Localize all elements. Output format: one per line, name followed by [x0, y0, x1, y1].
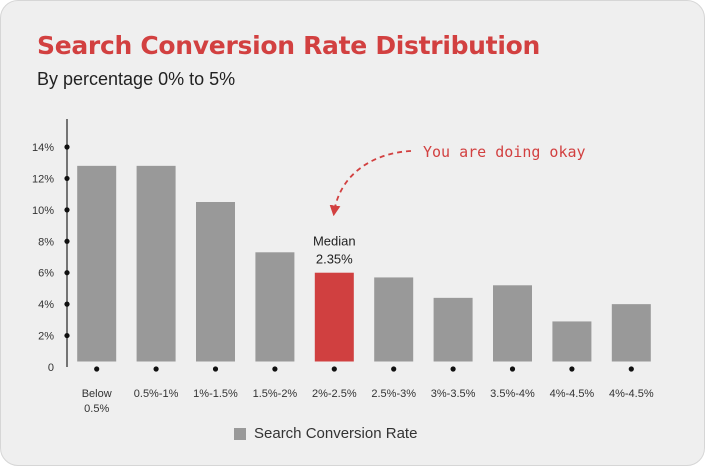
bar: [136, 165, 176, 362]
y-tick-dot: [64, 238, 70, 244]
legend-label: Search Conversion Rate: [254, 425, 418, 442]
x-tick-label: 4%-4.5%: [609, 388, 654, 400]
bar: [314, 272, 354, 362]
x-tick-dot: [569, 366, 575, 372]
y-tick-label: 10%: [32, 205, 54, 217]
x-tick-label-line: 2%-2.5%: [312, 388, 357, 400]
x-tick-label: 2%-2.5%: [312, 388, 357, 400]
y-tick-dot: [64, 207, 70, 213]
x-tick-dot: [272, 366, 278, 372]
y-tick-dot: [64, 270, 70, 276]
chart-title: Search Conversion Rate Distribution: [37, 31, 540, 60]
x-tick-dot: [509, 366, 516, 372]
x-tick-label-line: 3.5%-4%: [490, 388, 535, 400]
annotation-text: You are doing okay: [423, 143, 586, 161]
x-axis: Below 0.5% 0.5%-1% 1%-1.5% 1.5%-2% 2%-2.5% 2.5…: [82, 366, 654, 415]
y-tick-label: 0: [48, 362, 54, 374]
x-tick-label: 1%-1.5%: [193, 388, 238, 400]
y-tick-label: 6%: [38, 268, 54, 280]
annotation-arrow: [329, 150, 412, 217]
x-tick-label: 1.5%-2%: [253, 388, 298, 400]
bar: [77, 165, 117, 362]
x-tick-dot: [212, 366, 219, 372]
y-axis: 0 2% 4% 6% 8% 10% 12% 14%: [32, 119, 70, 374]
x-tick-label-line: 4%-4.5%: [609, 388, 654, 400]
legend-swatch: [234, 427, 246, 440]
x-tick-dot: [628, 366, 634, 372]
bar: [374, 277, 414, 362]
y-tick-dot: [64, 301, 70, 307]
bar: [493, 285, 532, 362]
x-tick-dot: [391, 366, 397, 372]
x-tick-label: Below 0.5%: [82, 388, 112, 415]
bar: [611, 304, 651, 362]
x-tick-label-line: 3%-3.5%: [431, 388, 476, 400]
bar: [433, 297, 473, 362]
x-tick-label-line: 0.5%-1%: [134, 388, 179, 400]
x-tick-label-line: 1.5%-2%: [253, 388, 298, 400]
x-tick-label: 4%-4.5%: [550, 388, 595, 400]
y-tick-label: 14%: [32, 142, 54, 154]
median-label: Median: [313, 234, 356, 249]
x-tick-label-line: 0.5%: [84, 403, 109, 415]
x-tick-label-line: 2.5%-3%: [371, 388, 416, 400]
x-tick-label-line: 4%-4.5%: [550, 388, 595, 400]
x-tick-label: 2.5%-3%: [371, 388, 416, 400]
y-tick-label: 2%: [38, 331, 54, 343]
x-tick-dot: [331, 366, 337, 372]
chart-subtitle: By percentage 0% to 5%: [37, 69, 236, 89]
x-tick-label: 3%-3.5%: [431, 388, 476, 400]
x-tick-label: 3.5%-4%: [490, 388, 535, 400]
y-tick-dot: [64, 144, 70, 150]
y-tick-label: 12%: [32, 173, 54, 185]
x-tick-label: 0.5%-1%: [134, 388, 179, 400]
bars: Median 2.35%: [77, 165, 651, 362]
bar: [552, 321, 592, 362]
y-tick-dot: [64, 175, 70, 182]
legend: Search Conversion Rate: [234, 425, 417, 442]
bar: [196, 202, 235, 362]
y-tick-label: 8%: [38, 236, 54, 248]
annotation-group: You are doing okay: [329, 143, 586, 217]
y-tick-dot: [64, 332, 70, 339]
x-tick-label-line: 1%-1.5%: [193, 388, 238, 400]
x-tick-dot: [94, 366, 100, 372]
y-tick-label: 4%: [38, 299, 54, 311]
x-tick-dot: [450, 366, 456, 372]
median-value: 2.35%: [316, 252, 353, 267]
x-tick-label-line: Below: [82, 388, 112, 400]
x-tick-dot: [153, 366, 159, 372]
bar: [255, 252, 295, 362]
